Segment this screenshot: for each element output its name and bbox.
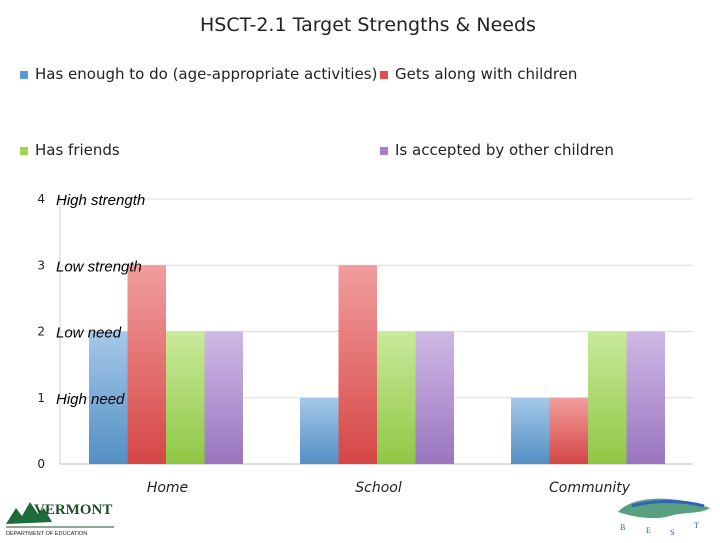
bar [549,397,588,464]
chart-title: HSCT-2.1 Target Strengths & Needs [200,14,536,36]
legend-swatch [380,71,388,79]
best-logo: B E S T [612,494,716,538]
legend-swatch [20,147,28,155]
legend-label: Has friends [35,141,120,159]
legend-label: Gets along with children [395,65,577,83]
bars [89,265,665,464]
legend: Has enough to do (age-appropriate activi… [20,65,614,159]
x-tick-label: Home [147,480,188,496]
y-annotation: High need [56,391,125,408]
y-tick-label: 3 [37,258,45,272]
best-letter-e: E [646,526,651,535]
bar [626,331,665,464]
best-letter-t: T [694,521,699,530]
x-axis-labels: Home School Community [147,480,631,496]
x-tick-label: Community [549,480,631,496]
y-axis-ticks: 0 1 2 3 4 [37,192,45,471]
bar [511,397,550,464]
legend-swatch [20,71,28,79]
legend-swatch [380,147,388,155]
vermont-logo-name: VERMONT [34,502,112,518]
legend-label: Has enough to do (age-appropriate activi… [35,65,377,83]
bar [588,331,627,464]
x-tick-label: School [355,480,402,496]
bar [89,331,128,464]
vermont-logo-subtitle: DEPARTMENT OF EDUCATION [6,531,87,537]
bar [127,265,166,464]
bar [415,331,454,464]
best-letter-b: B [620,523,625,532]
y-annotation: Low need [56,325,122,342]
legend-label: Is accepted by other children [395,141,614,159]
y-tick-label: 0 [37,457,45,471]
bar [338,265,377,464]
bar [166,331,205,464]
y-tick-label: 1 [37,391,45,405]
y-tick-label: 4 [37,192,45,206]
y-annotation: High strength [56,192,145,209]
y-annotation: Low strength [56,258,142,275]
bar [300,397,339,464]
bar [377,331,416,464]
annotations: High strength Low strength Low need High ne… [56,192,145,408]
vermont-logo: VERMONT DEPARTMENT OF EDUCATION [4,494,116,538]
y-tick-label: 2 [37,325,45,339]
bar [204,331,243,464]
best-letter-s: S [670,528,674,537]
mountain-icon [6,502,52,524]
